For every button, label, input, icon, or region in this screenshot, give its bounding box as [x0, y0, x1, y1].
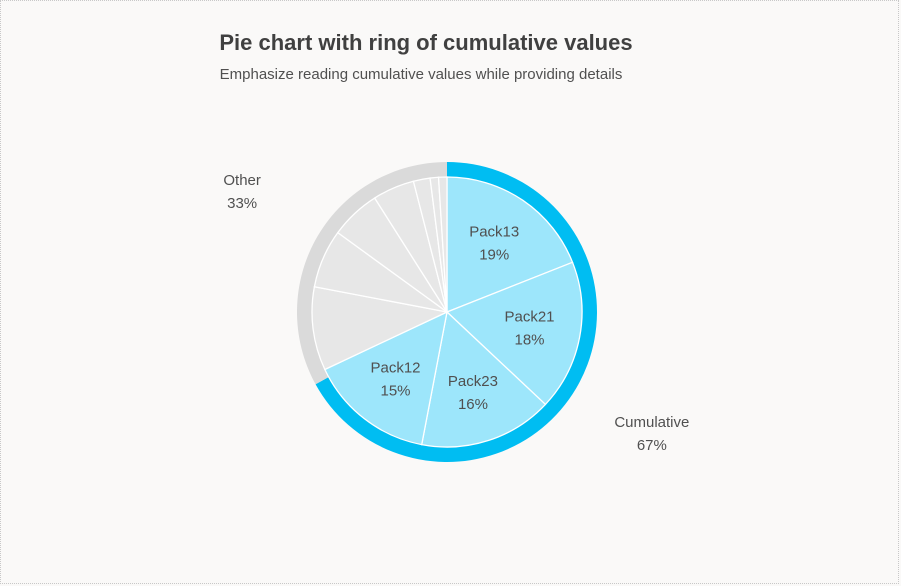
- slice-percent-pack23: 16%: [458, 396, 488, 413]
- pie-slice-pack23: [420, 310, 547, 448]
- pie-slice-other-4: [311, 285, 450, 371]
- ring-segment-other: [296, 161, 447, 385]
- pie-slice-other-10: [437, 176, 448, 313]
- chart-subtitle: Emphasize reading cumulative values whil…: [219, 66, 623, 83]
- slice-percent-pack13: 19%: [479, 247, 509, 264]
- slice-label-pack13: Pack13: [469, 224, 519, 241]
- slice-label-pack23: Pack23: [448, 373, 498, 390]
- pie-slice-pack21: [445, 261, 583, 406]
- slice-label-pack12: Pack12: [370, 359, 420, 376]
- slice-label-pack21: Pack21: [504, 309, 554, 326]
- ring-label-other: Other: [223, 172, 261, 189]
- ring-percent-other: 33%: [227, 195, 257, 212]
- ring-label-cumulative: Cumulative: [614, 414, 689, 431]
- ring-percent-cumulative: 67%: [637, 437, 667, 454]
- chart-title: Pie chart with ring of cumulative values: [219, 30, 633, 55]
- slice-percent-pack12: 15%: [381, 382, 411, 399]
- slice-percent-pack21: 18%: [514, 332, 544, 349]
- pie-slice-pack13: [446, 176, 574, 313]
- pie-slice-pack12: [323, 310, 448, 446]
